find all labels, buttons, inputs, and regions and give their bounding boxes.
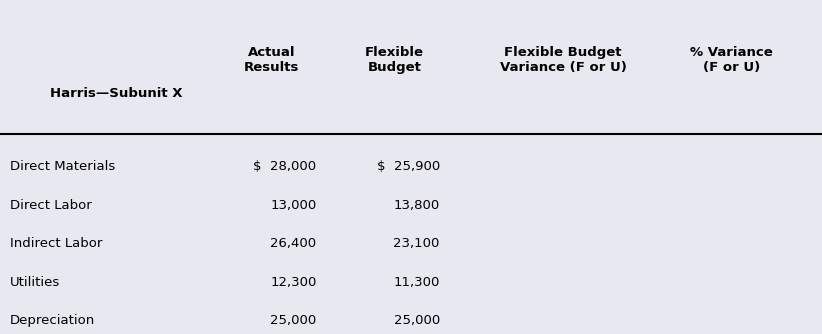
Text: 12,300: 12,300	[270, 276, 316, 289]
Text: Direct Labor: Direct Labor	[10, 199, 91, 212]
Text: 23,100: 23,100	[394, 237, 440, 250]
Text: 13,000: 13,000	[270, 199, 316, 212]
Text: Indirect Labor: Indirect Labor	[10, 237, 102, 250]
Text: $  28,000: $ 28,000	[253, 161, 316, 173]
Text: % Variance
(F or U): % Variance (F or U)	[690, 46, 773, 74]
Text: Flexible
Budget: Flexible Budget	[365, 46, 424, 74]
Text: Direct Materials: Direct Materials	[10, 161, 115, 173]
Text: $  25,900: $ 25,900	[376, 161, 440, 173]
Text: Flexible Budget
Variance (F or U): Flexible Budget Variance (F or U)	[500, 46, 626, 74]
Text: Actual
Results: Actual Results	[243, 46, 299, 74]
Text: 25,000: 25,000	[394, 314, 440, 327]
Text: Harris—Subunit X: Harris—Subunit X	[50, 87, 183, 100]
Text: 13,800: 13,800	[394, 199, 440, 212]
Text: 25,000: 25,000	[270, 314, 316, 327]
Text: Utilities: Utilities	[10, 276, 60, 289]
Text: 26,400: 26,400	[270, 237, 316, 250]
Text: Depreciation: Depreciation	[10, 314, 95, 327]
Text: 11,300: 11,300	[394, 276, 440, 289]
